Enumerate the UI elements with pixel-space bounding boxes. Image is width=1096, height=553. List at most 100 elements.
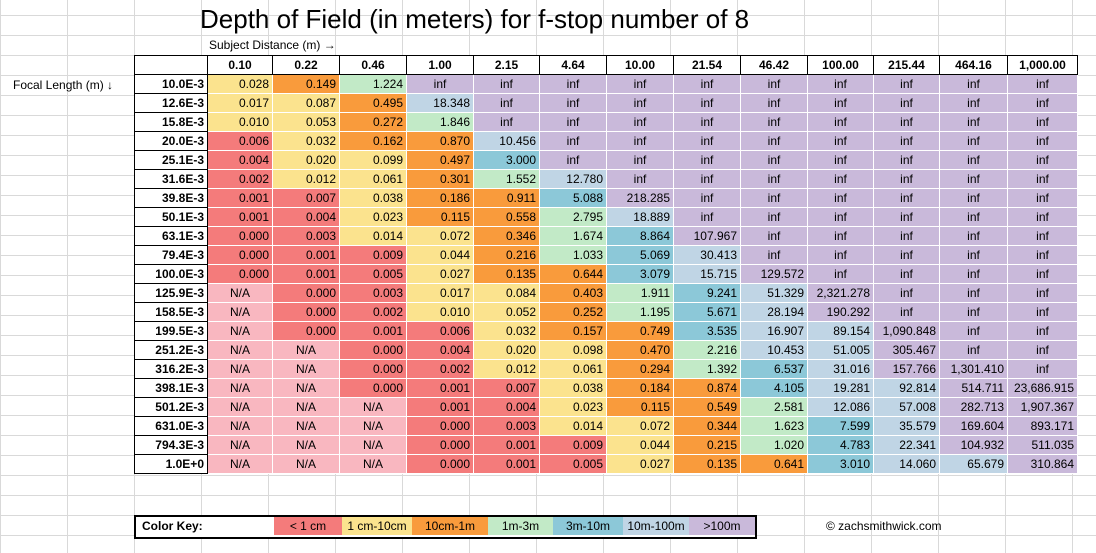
data-cell: 0.162: [339, 131, 407, 151]
data-cell: 0.874: [673, 378, 741, 398]
data-cell: 2.216: [673, 340, 741, 360]
data-cell: inf: [873, 112, 940, 132]
data-cell: 1.674: [539, 226, 607, 246]
color-key-swatch: 1 cm-10cm: [342, 517, 412, 535]
data-cell: N/A: [207, 283, 273, 303]
table-row: 125.9E-3 N/A 0.000 0.003 0.017 0.084 0.403 1.91…: [134, 283, 1078, 303]
column-header: 4.64: [539, 55, 607, 75]
data-cell: 0.032: [272, 131, 340, 151]
data-cell: inf: [807, 207, 874, 227]
data-cell: 104.932: [939, 435, 1008, 455]
data-cell: inf: [740, 112, 808, 132]
data-cell: 0.911: [473, 188, 540, 208]
row-header: 199.5E-3: [134, 321, 208, 341]
data-cell: inf: [673, 112, 741, 132]
data-cell: 0.344: [673, 416, 741, 436]
data-cell: inf: [1007, 302, 1078, 322]
data-cell: 0.115: [406, 207, 474, 227]
data-cell: inf: [939, 302, 1008, 322]
data-cell: 0.006: [207, 131, 273, 151]
data-cell: 0.641: [740, 454, 808, 474]
column-header: 1.00: [406, 55, 474, 75]
data-cell: 0.004: [207, 150, 273, 170]
data-cell: 169.604: [939, 416, 1008, 436]
data-cell: 1,090.848: [873, 321, 940, 341]
data-cell: 1.195: [606, 302, 674, 322]
data-cell: 1.033: [539, 245, 607, 265]
data-cell: 0.000: [339, 359, 407, 379]
data-cell: 0.000: [339, 378, 407, 398]
data-cell: 92.814: [873, 378, 940, 398]
data-cell: 0.558: [473, 207, 540, 227]
data-cell: 0.001: [207, 207, 273, 227]
data-cell: inf: [740, 245, 808, 265]
table-row: 794.3E-3 N/A N/A N/A 0.000 0.001 0.009 0.044 0.2…: [134, 435, 1078, 455]
data-cell: N/A: [207, 359, 273, 379]
data-cell: inf: [673, 74, 741, 94]
data-cell: 19.281: [807, 378, 874, 398]
data-cell: inf: [606, 112, 674, 132]
row-header: 794.3E-3: [134, 435, 208, 455]
color-key-swatch: < 1 cm: [274, 517, 342, 535]
data-cell: 0.061: [539, 359, 607, 379]
data-cell: 0.301: [406, 169, 474, 189]
data-cell: 2,321.278: [807, 283, 874, 303]
data-cell: N/A: [207, 454, 273, 474]
data-cell: 12.780: [539, 169, 607, 189]
data-cell: 0.000: [406, 435, 474, 455]
data-cell: 0.000: [207, 226, 273, 246]
data-cell: 107.967: [673, 226, 741, 246]
table-row: 501.2E-3 N/A N/A N/A 0.001 0.004 0.023 0.115 0.5…: [134, 397, 1078, 417]
data-cell: 0.020: [272, 150, 340, 170]
data-cell: 0.007: [272, 188, 340, 208]
data-cell: 10.456: [473, 131, 540, 151]
data-cell: inf: [606, 74, 674, 94]
data-cell: N/A: [339, 416, 407, 436]
table-row: 10.0E-3 0.028 0.149 1.224 inf inf inf inf inf inf…: [134, 74, 1078, 94]
column-header: 464.16: [939, 55, 1008, 75]
data-cell: 10.453: [740, 340, 808, 360]
data-cell: inf: [673, 150, 741, 170]
data-cell: 0.003: [272, 226, 340, 246]
data-cell: 1.911: [606, 283, 674, 303]
data-cell: 514.711: [939, 378, 1008, 398]
data-cell: 0.012: [473, 359, 540, 379]
data-cell: 0.001: [473, 435, 540, 455]
data-cell: 0.135: [673, 454, 741, 474]
data-cell: inf: [1007, 226, 1078, 246]
data-cell: 0.749: [606, 321, 674, 341]
column-header: 215.44: [873, 55, 940, 75]
data-cell: 0.001: [406, 378, 474, 398]
data-cell: 0.000: [207, 264, 273, 284]
data-cell: 0.005: [539, 454, 607, 474]
row-header: 39.8E-3: [134, 188, 208, 208]
data-cell: 1,301.410: [939, 359, 1008, 379]
data-cell: 0.002: [406, 359, 474, 379]
data-cell: inf: [939, 131, 1008, 151]
data-cell: 0.115: [606, 397, 674, 417]
data-cell: inf: [740, 150, 808, 170]
table-row: 398.1E-3 N/A N/A 0.000 0.001 0.007 0.038 0.184 0…: [134, 378, 1078, 398]
data-cell: 305.467: [873, 340, 940, 360]
table-row: 25.1E-3 0.004 0.020 0.099 0.497 3.000 inf inf in…: [134, 150, 1078, 170]
column-header: 46.42: [740, 55, 808, 75]
column-header: 10.00: [606, 55, 674, 75]
data-cell: inf: [473, 74, 540, 94]
data-cell: 4.783: [807, 435, 874, 455]
data-cell: 65.679: [939, 454, 1008, 474]
data-cell: 0.000: [339, 340, 407, 360]
column-header: 0.46: [339, 55, 407, 75]
column-header: 21.54: [673, 55, 741, 75]
data-cell: 0.084: [473, 283, 540, 303]
data-cell: 18.889: [606, 207, 674, 227]
data-cell: 0.000: [207, 245, 273, 265]
data-cell: 51.005: [807, 340, 874, 360]
data-cell: inf: [807, 131, 874, 151]
table-row: 251.2E-3 N/A N/A 0.000 0.004 0.020 0.098 0.470 2…: [134, 340, 1078, 360]
data-cell: 0.403: [539, 283, 607, 303]
color-key-swatch: 3m-10m: [553, 517, 623, 535]
row-header: 79.4E-3: [134, 245, 208, 265]
data-cell: 0.053: [272, 112, 340, 132]
data-cell: N/A: [272, 378, 340, 398]
data-cell: inf: [673, 188, 741, 208]
